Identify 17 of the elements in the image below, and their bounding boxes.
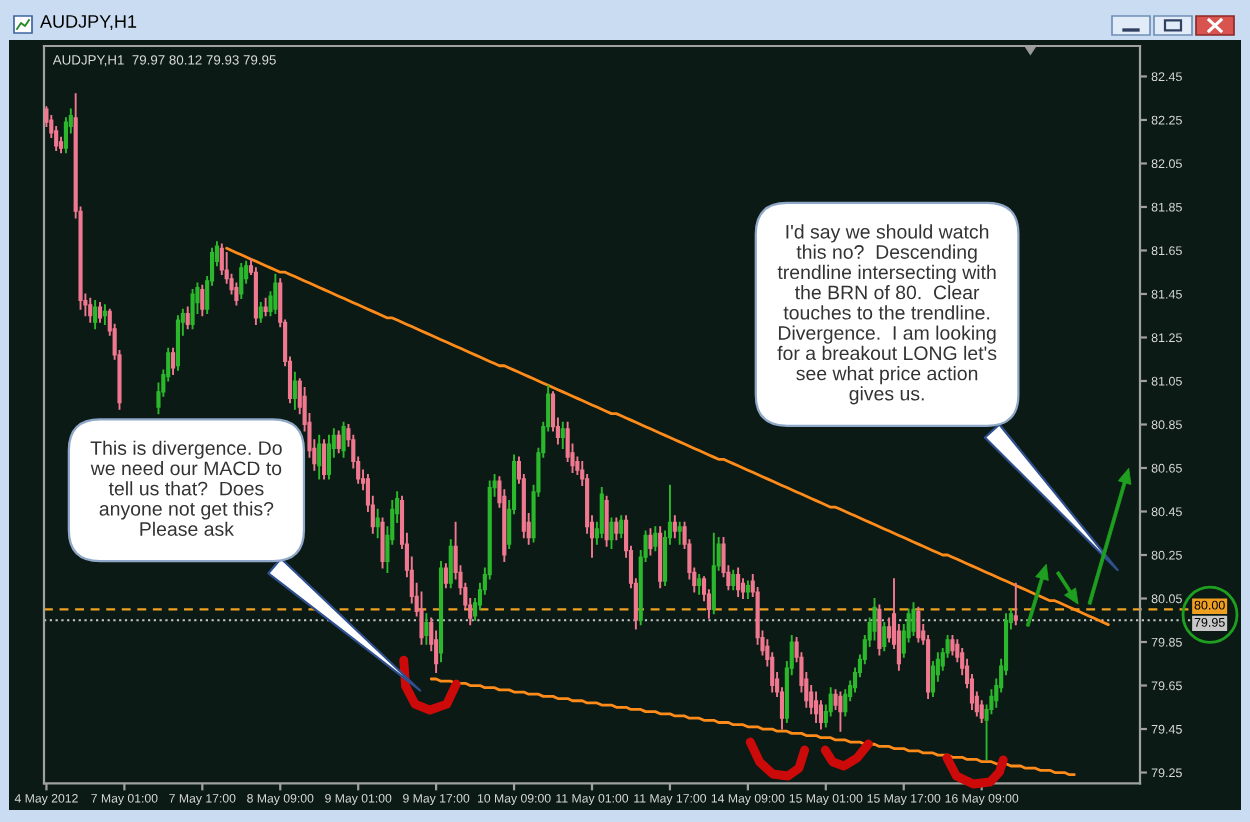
candlestick — [419, 591, 424, 645]
text: I'd say we should watch this no? Descending trendline intersecting with the BRN of 80. Clear touches to the trendline. Divergence. I am looking for a breakout LONG let's see what price action gives us. — [777, 224, 997, 405]
candlestick — [677, 521, 682, 545]
line-series — [429, 677, 1076, 777]
candlestick — [838, 691, 843, 732]
candlestick — [614, 517, 619, 541]
candlestick — [872, 597, 877, 641]
chart-title: AUDJPY,H1 — [40, 15, 137, 30]
candlestick — [424, 613, 429, 645]
candlestick — [234, 282, 239, 306]
annotation: This is divergence. Do we need our MACD to tell us that? Does anyone not get this? Please ask — [90, 440, 282, 536]
candlestick — [609, 517, 614, 550]
candlestick — [950, 634, 955, 656]
candlestick — [911, 602, 916, 637]
candlestick — [648, 528, 653, 556]
candlestick — [263, 297, 268, 317]
candlestick — [1013, 582, 1018, 626]
